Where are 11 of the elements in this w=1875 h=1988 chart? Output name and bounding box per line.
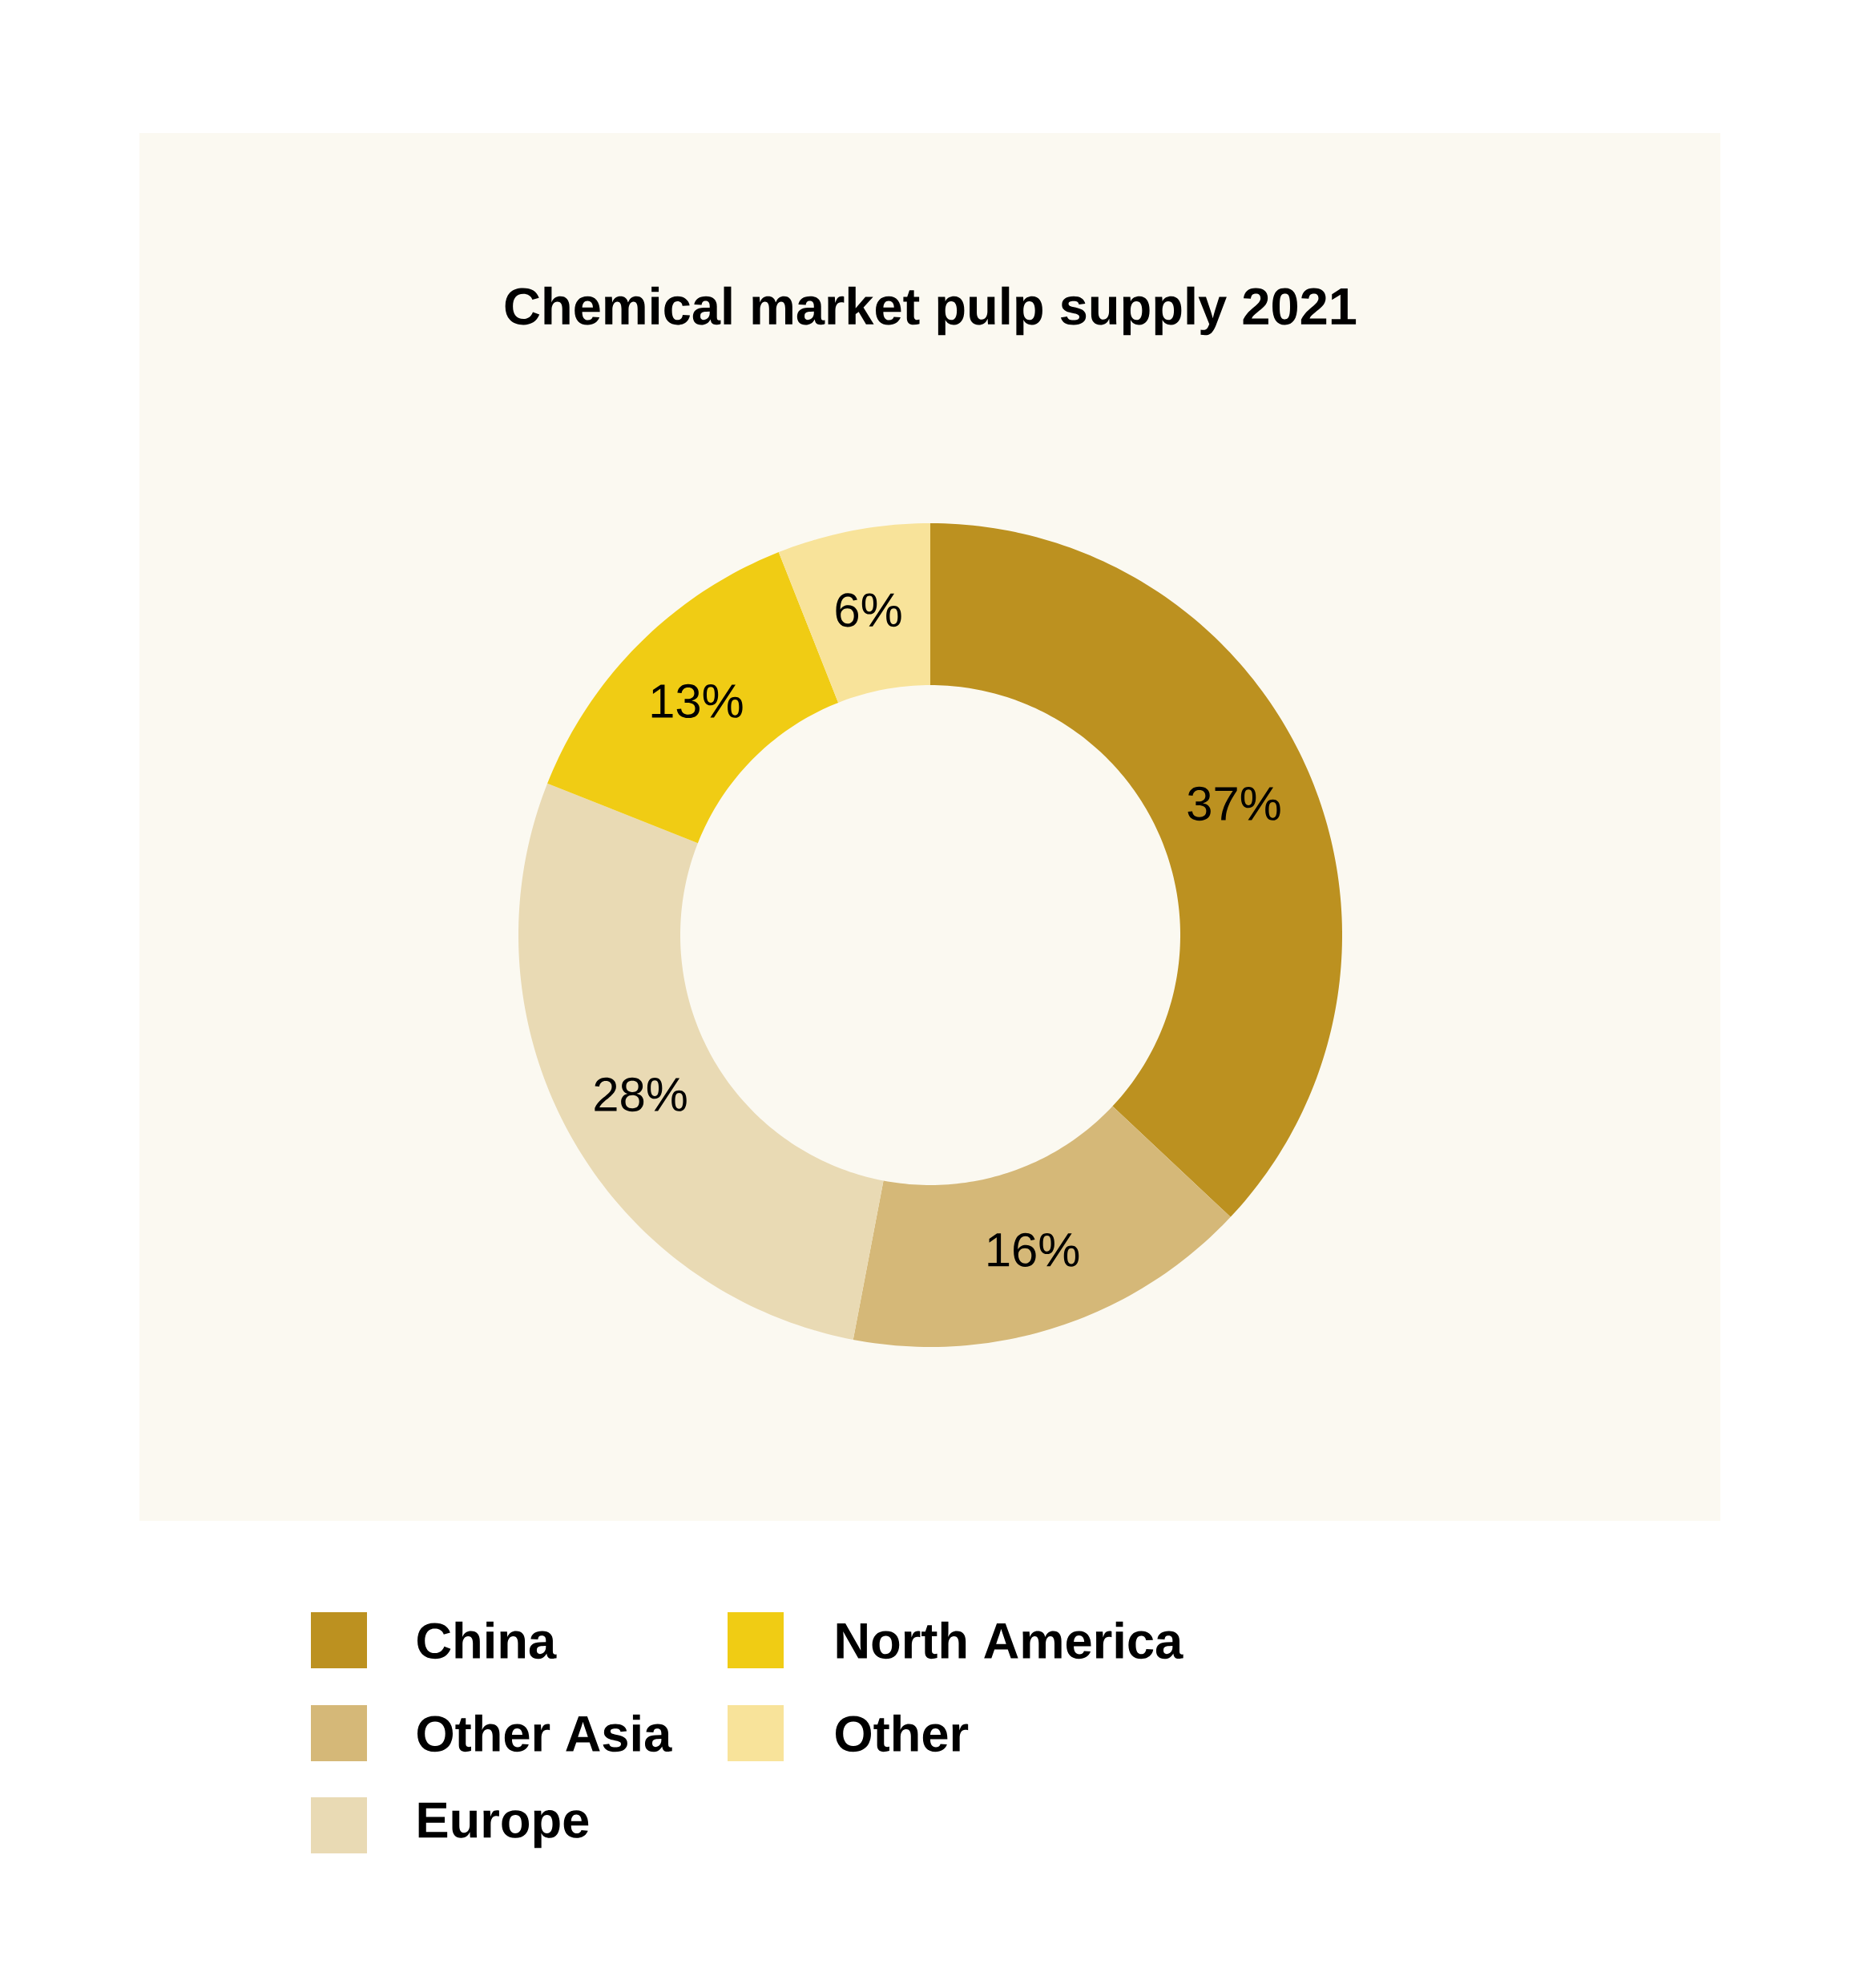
data-label: 16% <box>988 1232 1079 1267</box>
legend-label: Other Asia <box>417 1714 672 1752</box>
data-label: 37% <box>1188 786 1280 821</box>
legend-label: China <box>417 1621 557 1659</box>
data-label: 13% <box>651 684 743 719</box>
data-label: 28% <box>595 1077 687 1112</box>
legend-label: Europe <box>418 1802 589 1849</box>
chart-title: Chemical market pulp supply 2021 <box>505 286 1357 336</box>
legend-label: North America <box>837 1621 1183 1659</box>
legend-label: Other <box>836 1714 969 1752</box>
data-label: 6% <box>836 593 901 627</box>
